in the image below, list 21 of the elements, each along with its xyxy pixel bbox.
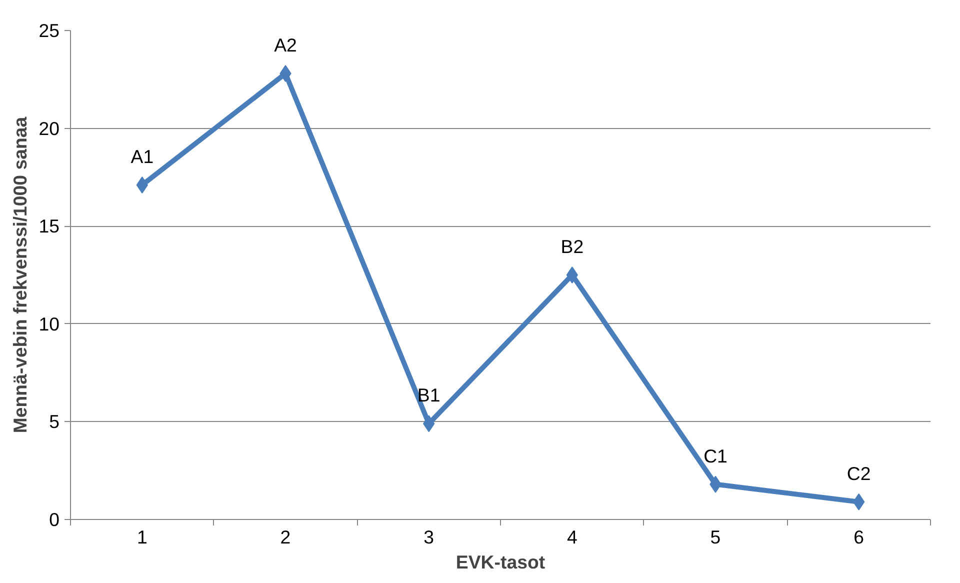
y-tick-label: 15 bbox=[38, 216, 60, 237]
x-tick-label: 3 bbox=[424, 526, 434, 548]
annotation: B1 bbox=[417, 384, 440, 406]
point bbox=[566, 266, 578, 284]
x-tick-label: 1 bbox=[136, 526, 148, 548]
annotation: B2 bbox=[560, 236, 584, 257]
x-tick-label: 5 bbox=[710, 526, 721, 548]
y-tick-label: 20 bbox=[38, 118, 60, 139]
x-tick-label: 2 bbox=[280, 526, 291, 548]
annotation: A1 bbox=[130, 146, 154, 168]
annotation: C1 bbox=[704, 445, 728, 466]
x-tick-label: 4 bbox=[566, 526, 578, 548]
x-tick-label: 6 bbox=[854, 526, 864, 548]
y-tick-label: 5 bbox=[49, 411, 60, 432]
x-axis-title: EVK-tasot bbox=[456, 552, 546, 572]
y-axis-title: Mennä-vebin frekvenssi/1000 sanaa bbox=[10, 116, 31, 434]
y-tick-label: 25 bbox=[38, 20, 60, 41]
annotation: C2 bbox=[846, 462, 871, 484]
annotation: A2 bbox=[274, 34, 297, 56]
y-tick-label: 10 bbox=[38, 313, 60, 334]
y-tick-label: 0 bbox=[49, 509, 60, 530]
